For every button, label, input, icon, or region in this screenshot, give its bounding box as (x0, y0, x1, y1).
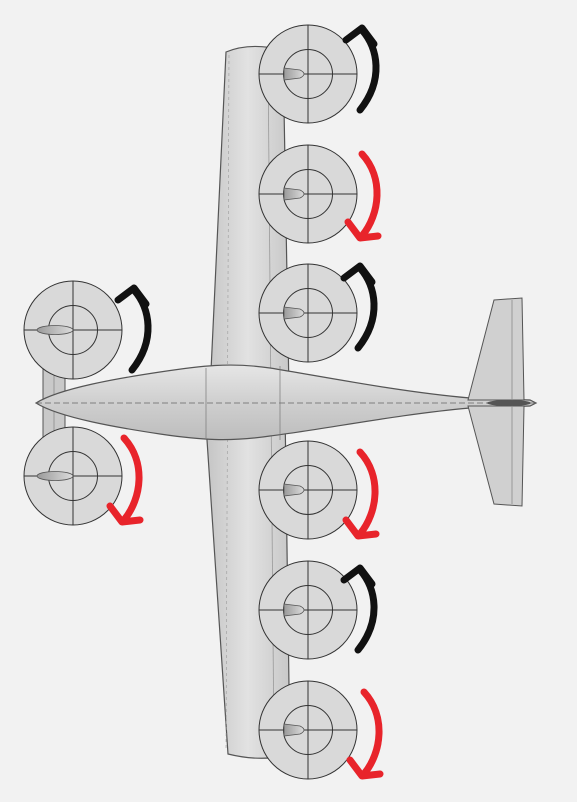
wing-left-prop-2-spinner (283, 187, 305, 201)
canard-left-prop-spinner (36, 325, 74, 335)
canard-left-prop-rotation-arrow (114, 284, 152, 374)
wing-right-prop-3 (258, 680, 358, 780)
wing-left-prop-1-spinner (283, 67, 305, 81)
wing-left-prop-1 (258, 24, 358, 124)
canard-right-prop (23, 426, 123, 526)
wing-left-prop-3 (258, 263, 358, 363)
wing-left-prop-2-rotation-arrow (344, 150, 382, 242)
wing-right-prop-3-rotation-arrow (346, 688, 384, 780)
wing-right-prop-2 (258, 560, 358, 660)
wing-right-prop-1-rotation-arrow (342, 448, 380, 540)
wing-right-prop-3-spinner (283, 723, 305, 737)
wing-left-prop-1-rotation-arrow (342, 24, 380, 114)
wing-right-prop-1 (258, 440, 358, 540)
wing-right-prop-2-rotation-arrow (340, 564, 378, 654)
canard-right-prop-spinner (36, 471, 74, 481)
tail (467, 297, 531, 507)
wing-right-prop-2-spinner (283, 603, 305, 617)
wing-left-prop-2 (258, 144, 358, 244)
wing-left-prop-3-rotation-arrow (340, 262, 378, 352)
fuselage (34, 364, 538, 441)
canard-right-prop-rotation-arrow (106, 434, 144, 526)
canard-left-prop (23, 280, 123, 380)
wing-left-prop-3-spinner (283, 306, 305, 320)
wing-right-prop-1-spinner (283, 483, 305, 497)
